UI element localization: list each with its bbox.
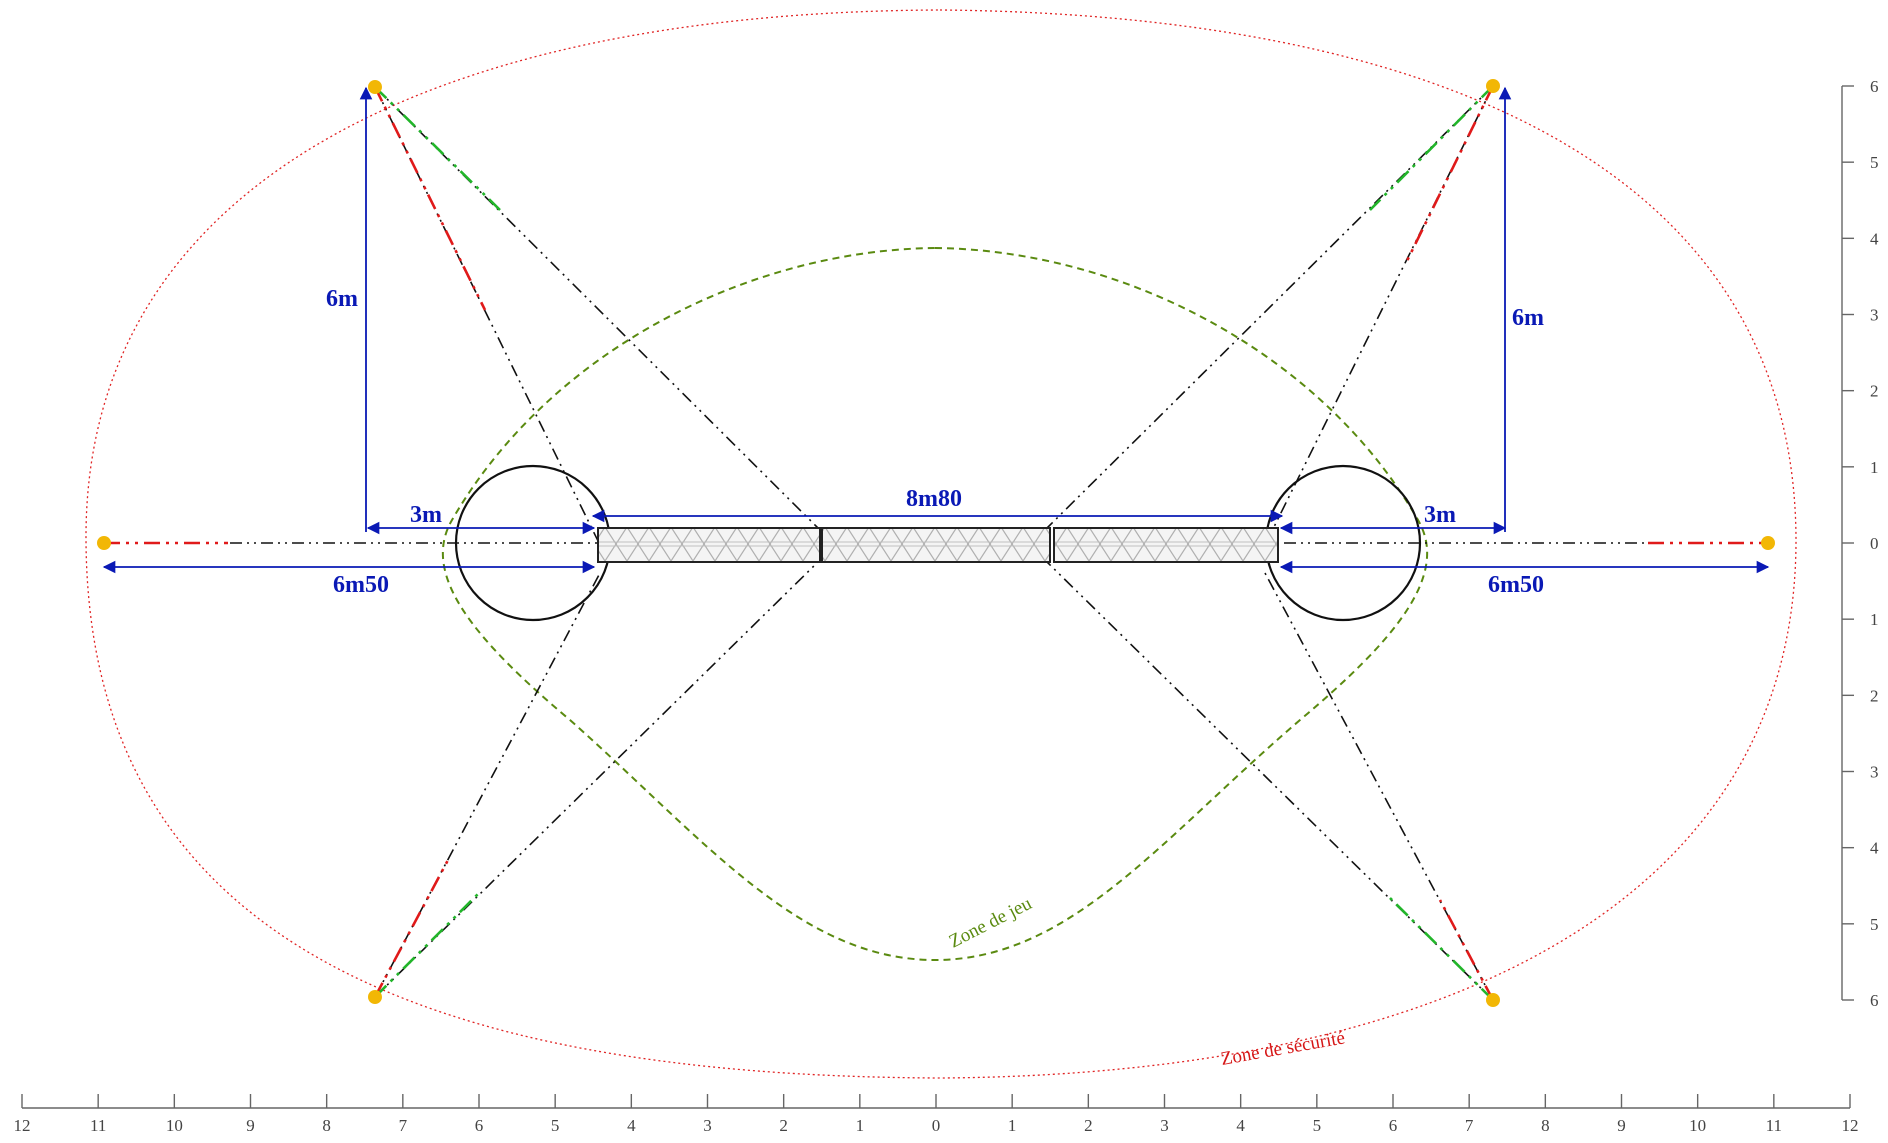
ruler-y-tick-label: 2 [1870, 382, 1879, 401]
ruler-y-tick-label: 1 [1870, 610, 1879, 629]
ruler-x-tick-label: 3 [1160, 1116, 1169, 1135]
anchor-point-left [97, 536, 111, 550]
anchor-point-bottom-left [368, 990, 382, 1004]
anchor-point-top-right [1486, 79, 1500, 93]
label-top-span: 8m80 [906, 486, 962, 512]
ruler-x-tick-label: 4 [1236, 1116, 1245, 1135]
label-left-offset: 3m [410, 502, 442, 528]
dimension-lines [102, 86, 1770, 574]
ruler-x-tick-label: 11 [90, 1116, 106, 1135]
ruler-x-tick-label: 1 [856, 1116, 865, 1135]
label-play-zone: Zone de jeu [946, 893, 1036, 953]
ruler-x-tick-label: 9 [246, 1116, 255, 1135]
ruler-y-tick-label: 4 [1870, 229, 1879, 248]
ruler-x-tick-label: 7 [399, 1116, 408, 1135]
ruler-x-tick-label: 8 [1541, 1116, 1550, 1135]
ruler-x-tick-label: 12 [14, 1116, 31, 1135]
ruler-x-tick-label: 0 [932, 1116, 941, 1135]
ruler-x-tick-label: 8 [322, 1116, 331, 1135]
ruler-x-tick-label: 5 [551, 1116, 560, 1135]
ruler-y-tick-label: 6 [1870, 77, 1879, 96]
ruler-x-tick-label: 2 [1084, 1116, 1093, 1135]
truss-segment-left [597, 527, 821, 563]
truss-segment-center [821, 527, 1051, 563]
ruler-y-tick-label: 1 [1870, 458, 1879, 477]
label-left-total: 6m50 [333, 572, 389, 598]
horizontal-ruler: 12 11 10 9 8 7 6 5 4 3 2 1 0 1 2 3 4 5 6 7 8 9 10 11 12 [14, 1094, 1859, 1135]
ruler-y-tick-label: 0 [1870, 534, 1879, 553]
ruler-x-tick-label: 2 [779, 1116, 788, 1135]
ruler-x-tick-label: 4 [627, 1116, 636, 1135]
label-right-total: 6m50 [1488, 572, 1544, 598]
guy-lines-red [104, 85, 1768, 1001]
ruler-x-tick-label: 9 [1617, 1116, 1626, 1135]
truss-segment-right [1053, 527, 1279, 563]
anchor-point-bottom-right [1486, 993, 1500, 1007]
anchor-point-top-left [368, 80, 382, 94]
ruler-y-tick-label: 3 [1870, 306, 1879, 325]
anchor-point-right [1761, 536, 1775, 550]
ruler-y-tick-label: 6 [1870, 991, 1879, 1010]
guy-lines-green [374, 85, 1494, 1001]
ruler-x-tick-label: 5 [1313, 1116, 1322, 1135]
ruler-x-tick-label: 10 [166, 1116, 183, 1135]
truss-beam [597, 527, 1279, 563]
ruler-x-tick-label: 12 [1842, 1116, 1859, 1135]
ruler-y-tick-label: 5 [1870, 153, 1879, 172]
ruler-x-tick-label: 10 [1689, 1116, 1706, 1135]
ruler-x-tick-label: 6 [1389, 1116, 1398, 1135]
ruler-y-tick-label: 3 [1870, 763, 1879, 782]
ruler-x-tick-label: 6 [475, 1116, 484, 1135]
ruler-y-tick-label: 5 [1870, 915, 1879, 934]
anchor-points [97, 79, 1775, 1007]
ruler-y-tick-label: 2 [1870, 686, 1879, 705]
ruler-y-tick-label: 4 [1870, 839, 1879, 858]
ruler-x-tick-label: 7 [1465, 1116, 1474, 1135]
label-safety-zone: Zone de sécurité [1219, 1027, 1346, 1069]
ruler-x-tick-label: 3 [703, 1116, 712, 1135]
ruler-x-tick-label: 1 [1008, 1116, 1017, 1135]
label-right-vertical: 6m [1512, 305, 1544, 331]
play-zone-outline [441, 246, 1429, 962]
ruler-x-tick-label: 11 [1766, 1116, 1782, 1135]
vertical-ruler: 6 5 4 3 2 1 0 1 2 3 4 5 6 [1841, 77, 1879, 1010]
label-left-vertical: 6m [326, 286, 358, 312]
label-right-offset: 3m [1424, 502, 1456, 528]
